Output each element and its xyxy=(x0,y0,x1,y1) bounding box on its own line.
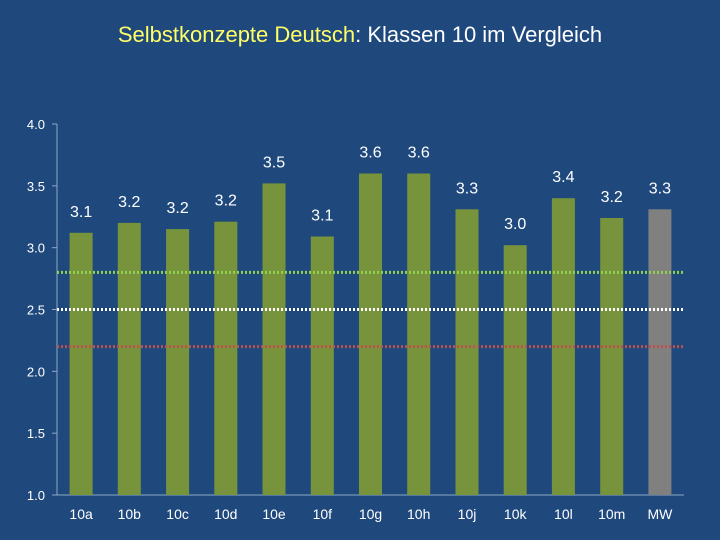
x-tick-label: 10j xyxy=(458,506,477,522)
value-label: 3.2 xyxy=(215,193,237,210)
bar xyxy=(455,209,479,496)
bar xyxy=(262,183,286,495)
x-tick-label: 10g xyxy=(359,506,382,522)
value-label: 3.0 xyxy=(504,216,526,233)
bar xyxy=(407,173,431,495)
x-tick-label: 10e xyxy=(262,506,286,522)
bar xyxy=(166,229,190,495)
bar xyxy=(214,221,238,495)
bar xyxy=(551,198,575,495)
value-label: 3.6 xyxy=(408,145,430,162)
y-tick-label: 3.5 xyxy=(27,179,45,194)
bar xyxy=(600,218,624,495)
value-label: 3.1 xyxy=(70,204,92,221)
bar xyxy=(310,236,334,495)
value-label: 3.3 xyxy=(649,180,671,197)
chart-title: Selbstkonzepte Deutsch: Klassen 10 im Ve… xyxy=(0,22,720,48)
x-tick-label: 10b xyxy=(118,506,142,522)
y-tick-label: 4.0 xyxy=(27,117,45,132)
value-label: 3.5 xyxy=(263,154,285,171)
bar xyxy=(69,232,93,496)
x-tick-label: 10a xyxy=(69,506,93,522)
chart-title-highlight: Selbstkonzepte Deutsch xyxy=(117,22,356,47)
x-tick-label: 10m xyxy=(598,506,625,522)
value-label: 3.2 xyxy=(118,194,140,211)
y-tick-label: 2.0 xyxy=(27,364,45,379)
y-tick-label: 1.5 xyxy=(27,426,45,441)
x-tick-label: 10f xyxy=(313,506,333,522)
value-label: 3.6 xyxy=(359,145,381,162)
y-tick-label: 3.0 xyxy=(27,241,45,256)
x-tick-label: 10h xyxy=(407,506,430,522)
x-tick-label: MW xyxy=(647,506,673,522)
bar xyxy=(503,245,527,495)
x-tick-label: 10l xyxy=(554,506,573,522)
y-tick-label: 2.5 xyxy=(27,303,45,318)
x-tick-label: 10d xyxy=(214,506,237,522)
value-label: 3.1 xyxy=(311,208,333,225)
value-label: 3.2 xyxy=(601,189,623,206)
y-tick-label: 1.0 xyxy=(27,488,45,503)
value-label: 3.4 xyxy=(552,169,574,186)
bar-mean xyxy=(648,209,672,496)
x-tick-label: 10c xyxy=(166,506,189,522)
bar xyxy=(117,222,141,495)
value-label: 3.3 xyxy=(456,180,478,197)
bar xyxy=(359,173,382,495)
value-label: 3.2 xyxy=(166,200,188,217)
x-tick-label: 10k xyxy=(504,506,528,522)
chart-title-rest: : Klassen 10 im Vergleich xyxy=(355,22,603,47)
